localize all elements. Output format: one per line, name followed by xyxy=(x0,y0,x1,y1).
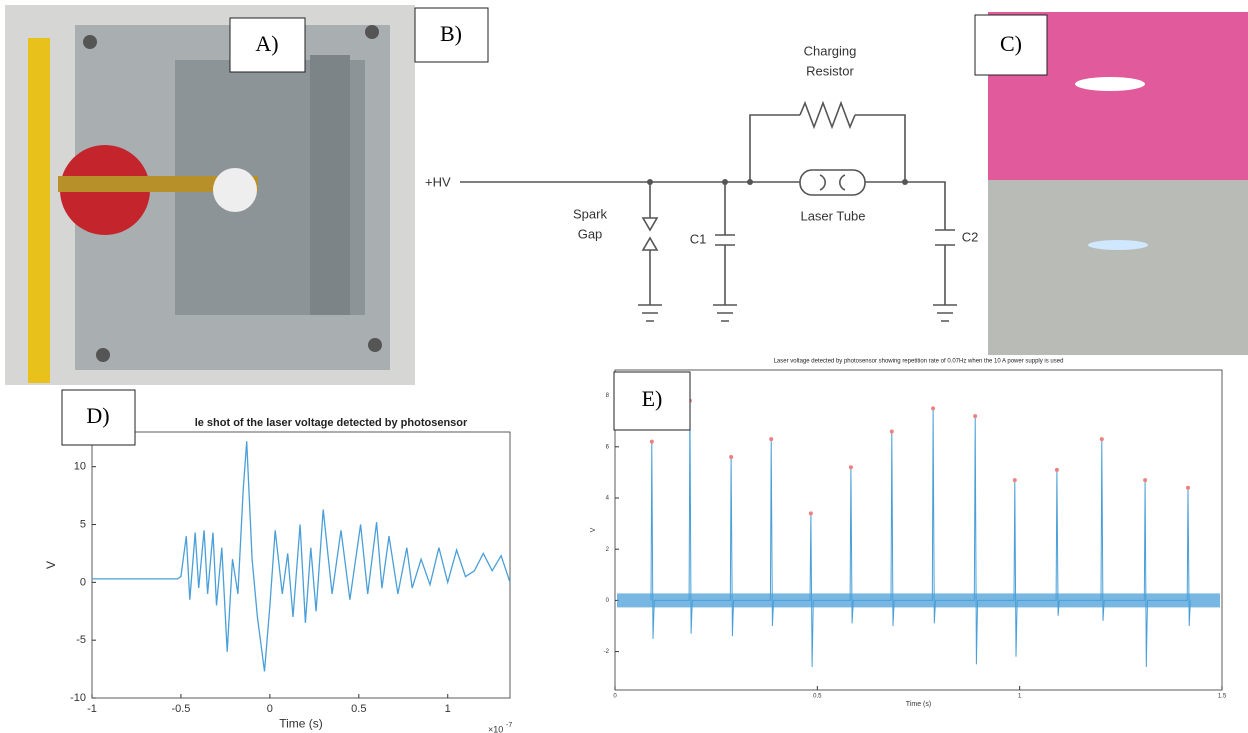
peak-marker xyxy=(649,439,654,444)
circuit-label: Resistor xyxy=(806,63,854,78)
circuit-label: Gap xyxy=(578,226,603,241)
panel-label: A) xyxy=(255,31,278,56)
peak-marker xyxy=(1099,437,1104,442)
peak-marker xyxy=(808,511,813,516)
chart-title: Laser voltage detected by photosensor sh… xyxy=(774,359,1064,365)
peak-marker xyxy=(973,414,978,419)
peak-marker xyxy=(848,465,853,470)
plot-area xyxy=(614,369,1223,691)
peak-marker xyxy=(729,455,734,460)
x-axis-label: Time (s) xyxy=(906,701,931,708)
plot-area xyxy=(91,431,511,699)
y-tick-label: 10 xyxy=(74,461,86,473)
panel-label: C) xyxy=(1000,31,1022,56)
y-tick-label: 4 xyxy=(606,496,610,502)
y-axis-label: V xyxy=(44,561,58,569)
peak-marker xyxy=(1186,485,1191,490)
x-multiplier-exponent: -7 xyxy=(506,722,512,729)
y-tick-label: 8 xyxy=(606,393,610,399)
panel-label: B) xyxy=(440,21,462,46)
y-tick-label: 6 xyxy=(606,444,610,450)
peak-marker xyxy=(1012,478,1017,483)
panel-label: D) xyxy=(86,403,109,428)
photo-a xyxy=(5,5,415,385)
panel-label: E) xyxy=(642,386,663,411)
circuit-label: Laser Tube xyxy=(800,208,865,223)
x-tick-label: -1 xyxy=(87,703,97,715)
x-multiplier: ×10 xyxy=(488,724,503,733)
x-tick-label: 0 xyxy=(267,703,273,715)
x-tick-label: -0.5 xyxy=(171,703,190,715)
y-tick-label: -2 xyxy=(604,649,610,655)
y-tick-label: -10 xyxy=(70,692,86,704)
y-tick-label: 0 xyxy=(80,576,86,588)
y-tick-label: 0 xyxy=(606,598,610,604)
data-line xyxy=(650,400,1191,668)
chart-title: le shot of the laser voltage detected by… xyxy=(195,417,468,429)
x-tick-label: 0 xyxy=(613,694,617,700)
peak-marker xyxy=(931,406,936,411)
circuit-label: +HV xyxy=(425,174,451,189)
y-tick-label: 5 xyxy=(80,518,86,530)
y-tick-label: -5 xyxy=(76,634,86,646)
x-tick-label: 0.5 xyxy=(813,694,822,700)
y-tick-label: 2 xyxy=(606,547,610,553)
circuit-label: Charging xyxy=(804,43,857,58)
peak-marker xyxy=(889,429,894,434)
x-axis-label: Time (s) xyxy=(279,717,323,731)
panel-labels: A) B) C) D) E) xyxy=(61,7,1048,446)
y-axis-label: V xyxy=(590,527,597,532)
circuit: Charging Resistor +HV Spark Gap C1 Laser… xyxy=(425,43,979,322)
circuit-label: C2 xyxy=(962,229,979,244)
peak-marker xyxy=(769,437,774,442)
x-tick-label: 1.5 xyxy=(1218,694,1227,700)
x-tick-label: 1 xyxy=(445,703,451,715)
peak-marker xyxy=(1143,478,1148,483)
charts: le shot of the laser voltage detected by… xyxy=(44,359,1227,733)
peak-marker xyxy=(1054,467,1059,472)
x-tick-label: 1 xyxy=(1018,694,1022,700)
circuit-label: Spark xyxy=(573,206,607,221)
circuit-label: C1 xyxy=(690,231,707,246)
data-line xyxy=(92,441,511,672)
x-tick-label: 0.5 xyxy=(351,703,366,715)
